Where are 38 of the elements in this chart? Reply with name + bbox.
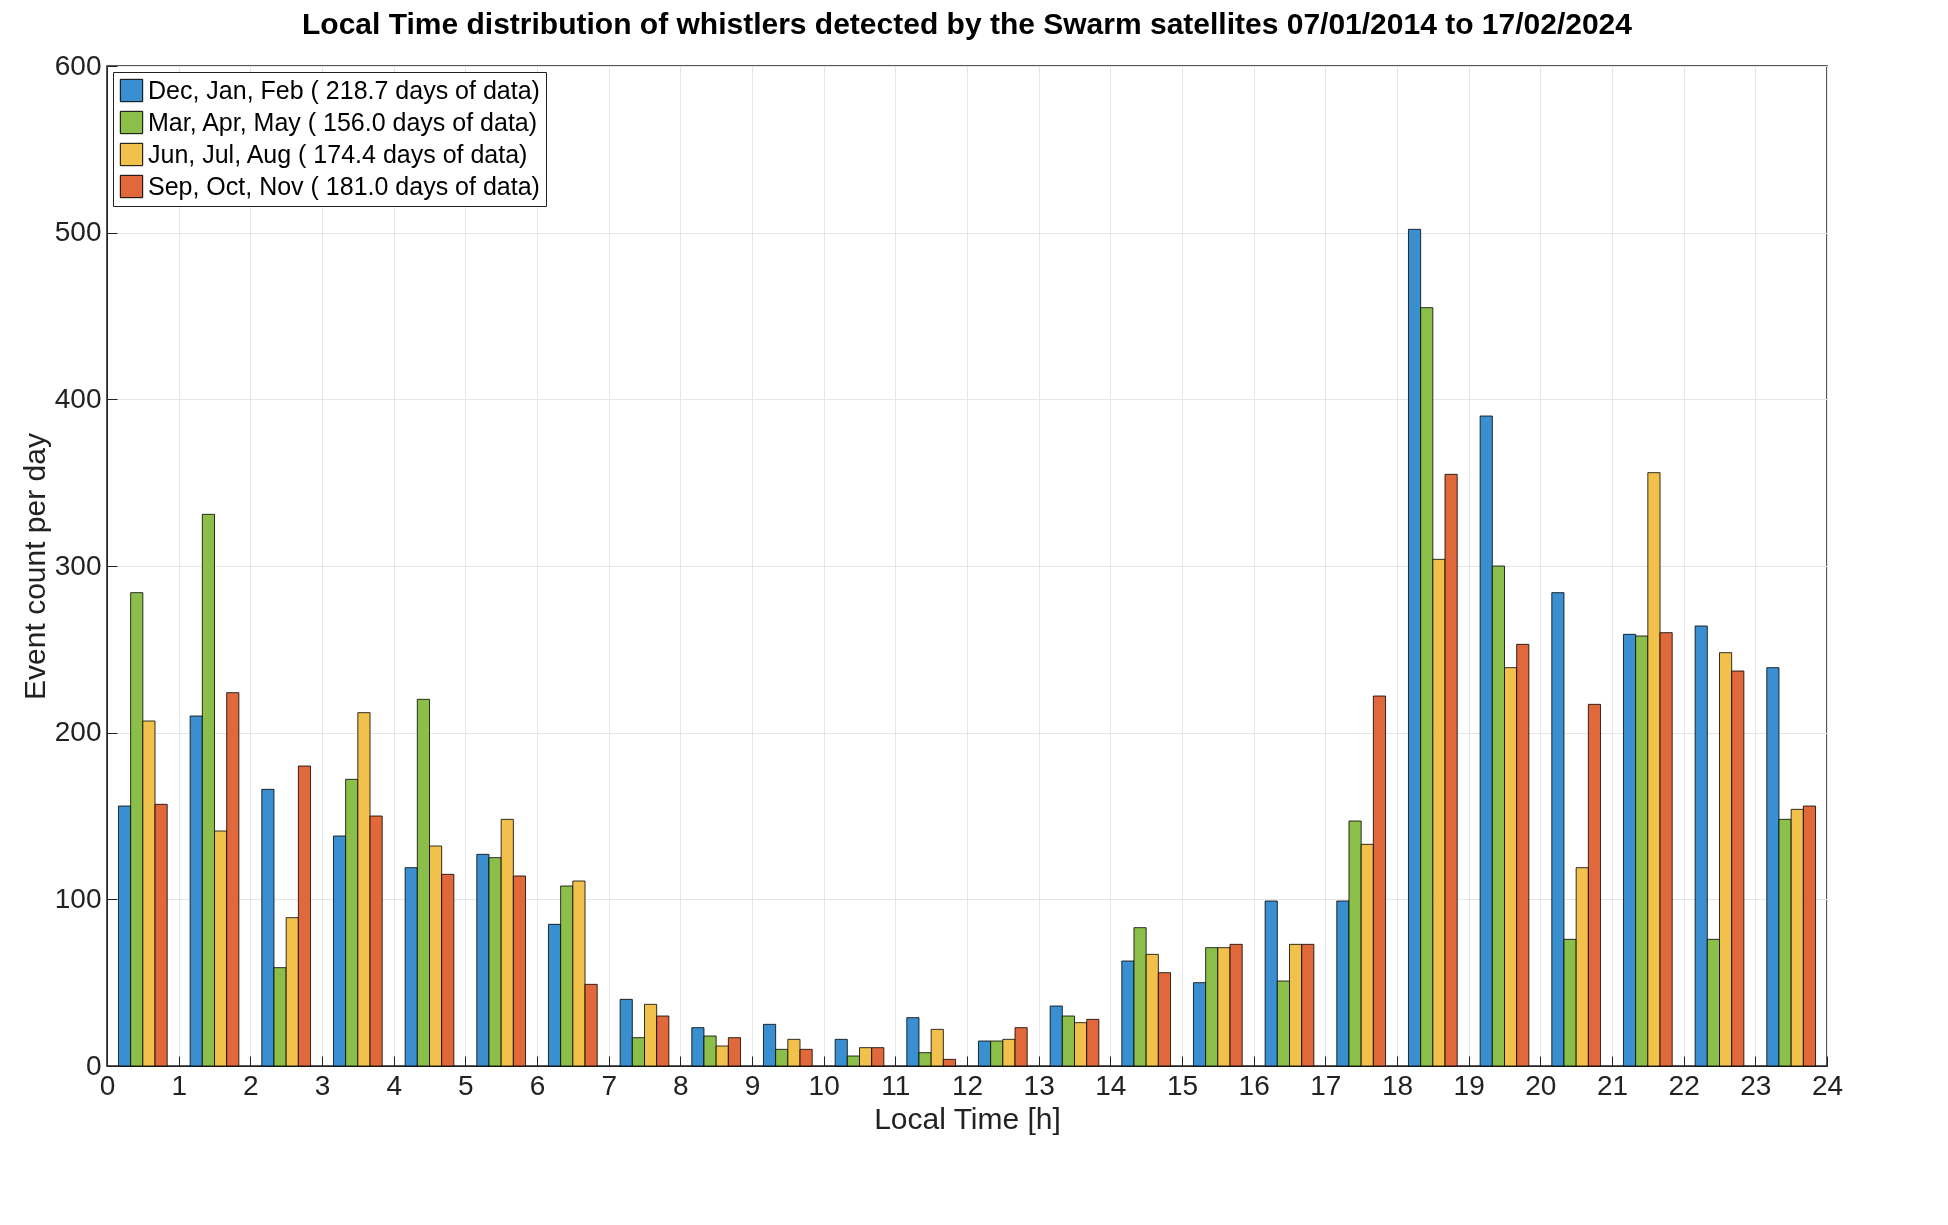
x-tick-label: 21 (1596, 1069, 1629, 1101)
y-tick-label: 300 (54, 549, 102, 581)
legend-label: Sep, Oct, Nov ( 181.0 days of data) (148, 171, 540, 200)
x-axis-title: Local Time [h] (874, 1101, 1061, 1135)
x-tick-label: 10 (808, 1069, 840, 1101)
y-tick-label: 500 (54, 216, 102, 248)
y-tick-label: 600 (54, 49, 102, 81)
x-tick-label: 19 (1453, 1069, 1485, 1101)
x-tick-label: 5 (458, 1069, 474, 1101)
legend-label: Mar, Apr, May ( 156.0 days of data) (148, 107, 538, 136)
y-tick-label: 400 (54, 382, 102, 414)
x-tick-label: 6 (529, 1069, 546, 1101)
legend-label: Dec, Jan, Feb ( 218.7 days of data) (148, 75, 540, 104)
x-tick-label: 18 (1381, 1069, 1414, 1101)
x-tick-label: 22 (1668, 1069, 1700, 1101)
x-tick-label: 9 (744, 1069, 761, 1101)
x-tick-label: 13 (1023, 1069, 1055, 1101)
y-axis-title: Event count per day (17, 433, 51, 700)
x-tick-label: 20 (1525, 1069, 1557, 1101)
x-tick-label: 15 (1166, 1069, 1199, 1101)
x-tick-label: 24 (1811, 1069, 1844, 1101)
y-tick-label: 100 (54, 882, 102, 914)
legend-label: Jun, Jul, Aug ( 174.4 days of data) (148, 139, 528, 168)
x-tick-label: 8 (673, 1069, 689, 1101)
x-tick-label: 23 (1740, 1069, 1772, 1101)
y-tick-label: 200 (54, 716, 102, 748)
x-tick-label: 2 (243, 1069, 259, 1101)
x-tick-label: 1 (171, 1069, 187, 1101)
x-tick-label: 14 (1095, 1069, 1127, 1101)
x-tick-label: 3 (314, 1069, 331, 1101)
x-tick-label: 7 (601, 1069, 617, 1101)
x-tick-label: 12 (951, 1069, 984, 1101)
chart-title: Local Time distribution of whistlers detected by the Swarm satellites 07/01/2014 to 17/02/2024 (302, 7, 1633, 40)
x-tick-label: 4 (386, 1069, 402, 1101)
x-tick-label: 11 (881, 1069, 911, 1101)
x-tick-label: 17 (1310, 1069, 1342, 1101)
y-tick-label: 0 (85, 1049, 102, 1081)
x-tick-label: 16 (1238, 1069, 1270, 1101)
